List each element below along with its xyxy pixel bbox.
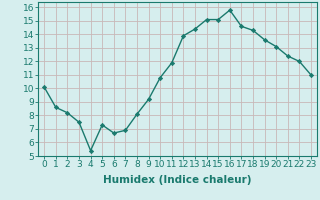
X-axis label: Humidex (Indice chaleur): Humidex (Indice chaleur) <box>103 175 252 185</box>
